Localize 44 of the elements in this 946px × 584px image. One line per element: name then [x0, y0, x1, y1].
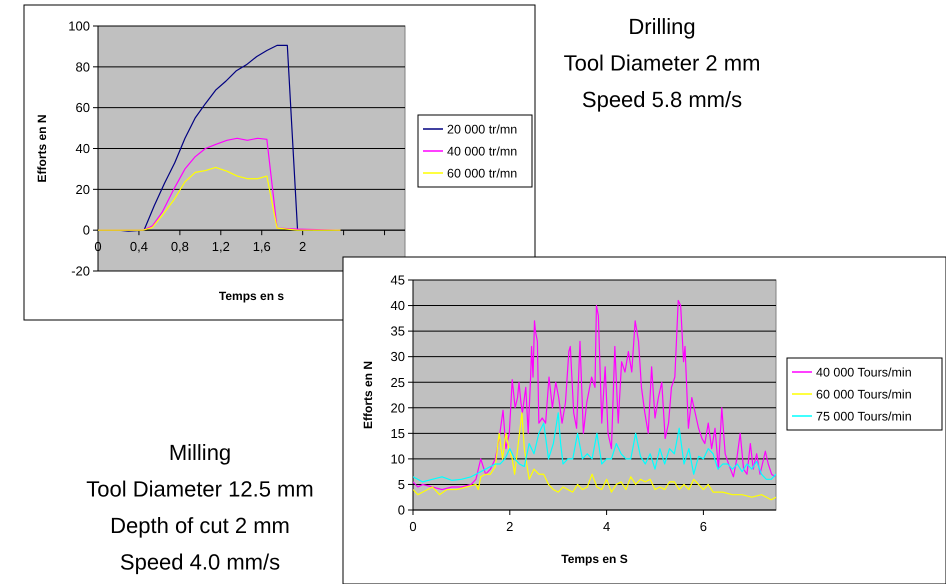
- y-tick-label: 30: [390, 349, 405, 364]
- legend-label: 40 000 tr/mn: [447, 144, 518, 158]
- y-tick-label: 60: [76, 100, 90, 116]
- legend-label: 60 000 tr/mn: [447, 166, 518, 180]
- x-tick-label: 1,2: [212, 239, 230, 254]
- x-tick-label: 0,4: [130, 239, 148, 254]
- x-tick-label: 0: [409, 519, 417, 534]
- text: Speed 5.8 mm/s: [582, 87, 742, 112]
- y-tick-label: 25: [390, 374, 405, 390]
- x-axis-title: Temps en S: [561, 552, 628, 566]
- text: Depth of cut 2 mm: [110, 513, 290, 538]
- y-axis-title: Efforts en N: [35, 114, 49, 183]
- y-tick-label: -20: [71, 264, 90, 279]
- y-tick-label: 100: [68, 18, 90, 34]
- x-tick-label: 1,6: [252, 239, 271, 254]
- y-tick-label: 20: [390, 400, 405, 416]
- x-tick-label: 2: [506, 519, 514, 534]
- text: Speed 4.0 mm/s: [120, 550, 280, 574]
- y-tick-label: 35: [390, 324, 405, 339]
- x-tick-label: 2: [299, 239, 306, 254]
- legend-label: 60 000 Tours/min: [816, 387, 912, 402]
- y-axis-title: Efforts en N: [361, 360, 375, 430]
- y-tick-label: 80: [76, 59, 90, 74]
- x-tick-label: 4: [602, 519, 610, 534]
- y-tick-label: 0: [82, 222, 90, 238]
- y-tick-label: 5: [398, 476, 405, 492]
- y-tick-label: 40: [76, 141, 90, 156]
- y-tick-label: 15: [390, 426, 405, 441]
- text: Milling: [168, 440, 232, 465]
- text: Tool Diameter 12.5 mm: [86, 476, 314, 502]
- x-axis-title: Temps en s: [218, 289, 284, 303]
- y-tick-label: 10: [390, 451, 405, 466]
- legend-label: 20 000 tr/mn: [447, 122, 518, 136]
- y-tick-label: 0: [398, 502, 405, 518]
- y-tick-label: 45: [390, 272, 405, 288]
- x-tick-label: 0,8: [170, 239, 189, 254]
- line-series: [98, 166, 342, 231]
- text: Tool Diameter 2 mm: [564, 50, 760, 76]
- x-tick-label: 6: [700, 519, 708, 534]
- legend-label: 40 000 Tours/min: [816, 365, 912, 380]
- y-tick-label: 20: [76, 182, 90, 197]
- text: Drilling: [628, 14, 696, 39]
- legend-label: 75 000 Tours/min: [816, 409, 912, 424]
- y-tick-label: 40: [390, 298, 405, 314]
